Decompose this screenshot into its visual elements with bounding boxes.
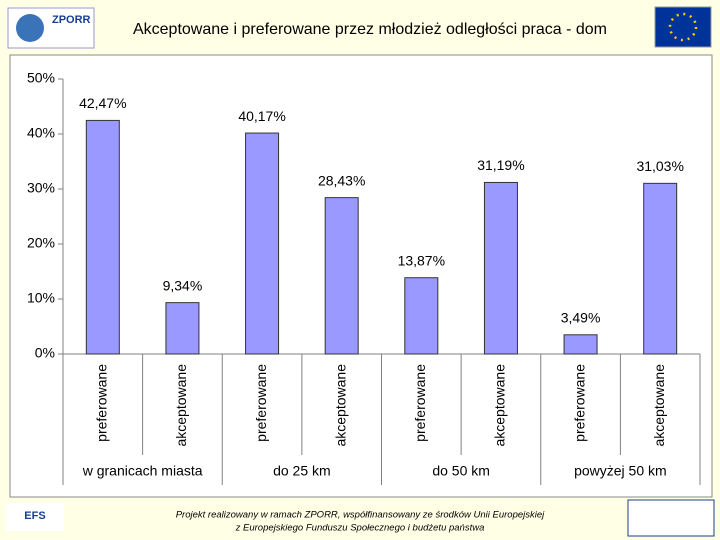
group-label: w granicach miasta (82, 463, 203, 479)
bar (483, 181, 518, 355)
y-tick-label: 10% (27, 290, 55, 306)
efs-right-logo (627, 499, 715, 537)
bar (643, 182, 678, 355)
bar (324, 197, 359, 355)
x-tick-label: akceptowane (173, 364, 189, 447)
group-label: do 50 km (432, 463, 490, 479)
bar (165, 302, 200, 355)
x-tick-label: akceptowane (492, 364, 508, 447)
x-tick-label: preferowane (94, 364, 110, 442)
x-tick-label: preferowane (253, 364, 269, 442)
slide-title: Akceptowane i preferowane przez młodzież… (133, 21, 607, 38)
value-label: 31,03% (636, 158, 683, 174)
y-tick-label: 50% (27, 70, 55, 86)
y-tick-label: 40% (27, 125, 55, 141)
value-label: 3,49% (561, 310, 601, 326)
value-label: 31,19% (477, 157, 524, 173)
group-label: do 25 km (273, 463, 331, 479)
bar (404, 277, 439, 355)
value-label: 42,47% (79, 95, 126, 111)
value-label: 13,87% (398, 252, 445, 268)
eu-flag (654, 6, 712, 48)
bar (245, 132, 280, 355)
group-label: powyżej 50 km (574, 463, 667, 479)
x-tick-label: preferowane (412, 364, 428, 442)
footer-line: z Europejskiego Funduszu Społecznego i b… (235, 523, 485, 534)
x-tick-label: preferowane (571, 364, 587, 442)
value-label: 40,17% (238, 108, 285, 124)
bar (85, 119, 120, 355)
efs-logo-text: EFS (24, 510, 45, 522)
logo-text: ZPORR (52, 14, 91, 26)
eu-stars (668, 12, 698, 42)
bar (563, 334, 598, 355)
x-tick-label: akceptowane (332, 364, 348, 447)
y-tick-label: 30% (27, 180, 55, 196)
value-label: 28,43% (318, 172, 365, 188)
value-label: 9,34% (163, 277, 203, 293)
y-tick-label: 0% (35, 345, 55, 361)
footer-line: Projekt realizowany w ramach ZPORR, wspó… (176, 510, 545, 521)
x-tick-label: akceptowane (651, 364, 667, 447)
y-tick-label: 20% (27, 235, 55, 251)
chart-panel (9, 54, 713, 498)
logo-mark (16, 14, 44, 42)
efs-logo (6, 503, 64, 531)
